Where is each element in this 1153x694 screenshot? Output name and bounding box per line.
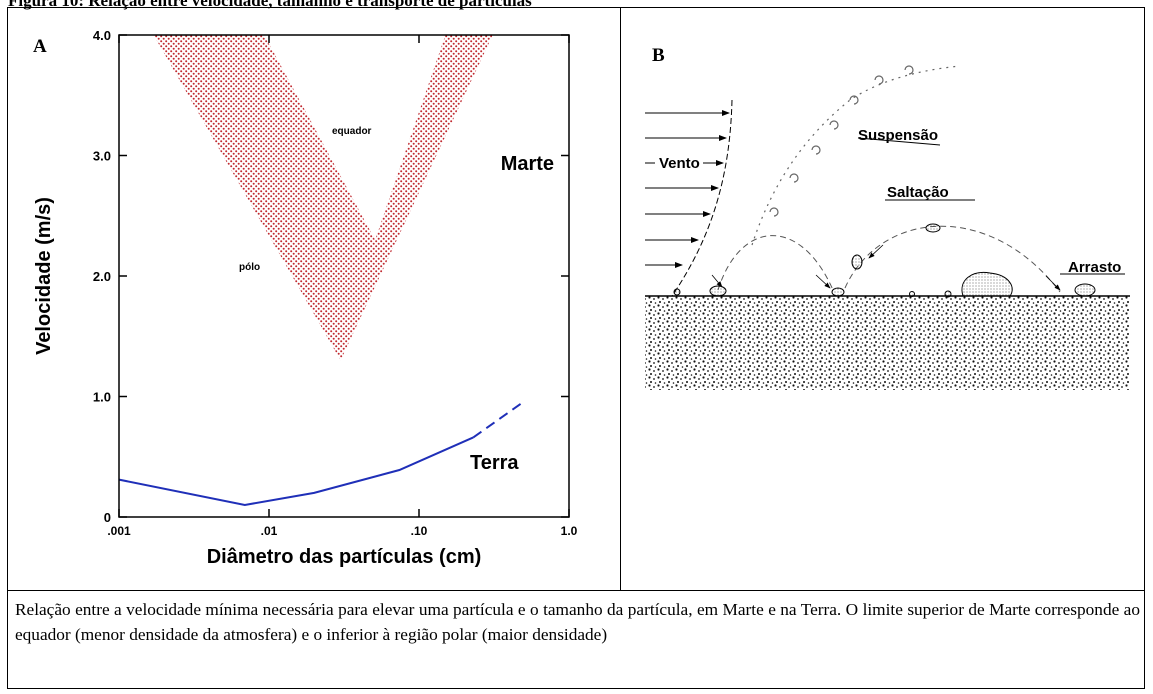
- ground: [645, 296, 1130, 390]
- panel-b: B: [645, 45, 1130, 390]
- wind-profile: [671, 99, 733, 297]
- panel-label: B: [652, 45, 665, 66]
- saltation-label: Saltação: [887, 184, 949, 201]
- band-label: Marte: [501, 153, 554, 175]
- suspension-trail: [751, 65, 961, 246]
- x-tick-label: .01: [261, 524, 278, 538]
- panel-label: A: [33, 36, 47, 57]
- earth-line: [118, 436, 474, 506]
- y-tick-label: 0: [104, 510, 111, 525]
- y-tick-label: 1.0: [93, 390, 111, 405]
- x-tick-label: .001: [107, 524, 131, 538]
- creep-label: Arrasto: [1068, 259, 1121, 276]
- wind-arrows: [645, 110, 730, 268]
- lower-limit-label: pólo: [239, 262, 260, 273]
- y-tick-label: 4.0: [93, 28, 111, 43]
- figure-title: Figura 10: Relação entre velocidade, tam…: [8, 0, 532, 10]
- x-tick-label: .10: [411, 524, 428, 538]
- table-frame: [7, 7, 1145, 689]
- series-label: Terra: [470, 452, 519, 474]
- y-axis-title: Velocidade (m/s): [33, 197, 55, 355]
- upper-limit-label: equador: [332, 126, 372, 137]
- row-divider: [7, 590, 1145, 591]
- wind-label: Vento: [659, 155, 700, 172]
- suspension-label: Suspensão: [858, 127, 938, 144]
- particles: [673, 223, 1096, 298]
- column-divider: [620, 7, 621, 591]
- x-tick-label: 1.0: [561, 524, 578, 538]
- leader: [857, 137, 941, 146]
- impact-marks: [711, 244, 1061, 291]
- earth-line: [472, 401, 524, 439]
- chart: Marte equador pólo Terra 0 1.0 2.0 3.0 4.0 .001 .0…: [33, 28, 578, 568]
- y-tick-label: 2.0: [93, 269, 111, 284]
- caption: Relação entre a velocidade mínima necess…: [15, 600, 1140, 644]
- mars-band: [153, 35, 493, 361]
- y-tick-label: 3.0: [93, 149, 111, 164]
- x-axis-title: Diâmetro das partículas (cm): [207, 546, 482, 568]
